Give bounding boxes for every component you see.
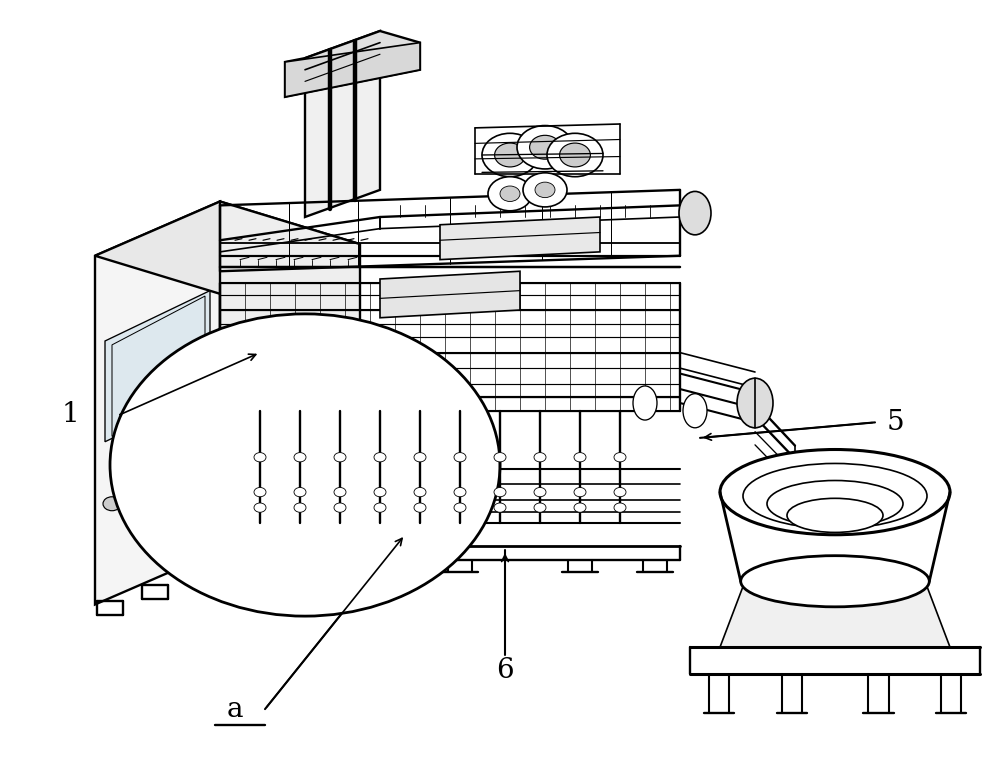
Polygon shape xyxy=(720,581,950,647)
Text: 5: 5 xyxy=(886,409,904,436)
Ellipse shape xyxy=(679,191,711,235)
Circle shape xyxy=(294,503,306,512)
Polygon shape xyxy=(440,217,600,260)
Circle shape xyxy=(334,503,346,512)
Circle shape xyxy=(547,133,603,177)
Circle shape xyxy=(414,453,426,462)
Circle shape xyxy=(454,503,466,512)
Circle shape xyxy=(334,487,346,497)
Circle shape xyxy=(494,487,506,497)
Ellipse shape xyxy=(741,556,929,607)
Circle shape xyxy=(517,126,573,169)
Text: a: a xyxy=(227,696,243,722)
Circle shape xyxy=(534,503,546,512)
Text: 1: 1 xyxy=(61,401,79,428)
Ellipse shape xyxy=(633,386,657,420)
Circle shape xyxy=(414,503,426,512)
Polygon shape xyxy=(380,271,520,318)
Circle shape xyxy=(614,503,626,512)
Text: 6: 6 xyxy=(496,657,514,684)
Polygon shape xyxy=(95,202,220,604)
Circle shape xyxy=(523,173,567,207)
Circle shape xyxy=(374,453,386,462)
Circle shape xyxy=(530,136,560,159)
Circle shape xyxy=(534,487,546,497)
Circle shape xyxy=(374,487,386,497)
Circle shape xyxy=(574,503,586,512)
Circle shape xyxy=(374,503,386,512)
Polygon shape xyxy=(105,291,210,442)
Ellipse shape xyxy=(683,394,707,428)
Circle shape xyxy=(254,453,266,462)
Circle shape xyxy=(494,453,506,462)
Circle shape xyxy=(103,497,121,511)
Circle shape xyxy=(414,487,426,497)
Circle shape xyxy=(488,177,532,211)
Circle shape xyxy=(254,487,266,497)
Circle shape xyxy=(534,453,546,462)
Ellipse shape xyxy=(737,378,773,428)
Ellipse shape xyxy=(743,463,927,529)
Circle shape xyxy=(574,453,586,462)
Circle shape xyxy=(574,487,586,497)
Circle shape xyxy=(535,182,555,198)
Circle shape xyxy=(254,503,266,512)
Circle shape xyxy=(454,487,466,497)
Circle shape xyxy=(454,453,466,462)
Circle shape xyxy=(294,453,306,462)
Circle shape xyxy=(294,487,306,497)
Circle shape xyxy=(495,143,525,167)
Circle shape xyxy=(560,143,590,167)
Circle shape xyxy=(110,314,500,616)
Ellipse shape xyxy=(767,480,903,527)
Ellipse shape xyxy=(720,449,950,535)
Circle shape xyxy=(482,133,538,177)
Text: 3: 3 xyxy=(886,479,904,505)
Circle shape xyxy=(500,186,520,202)
Circle shape xyxy=(614,487,626,497)
Polygon shape xyxy=(220,202,360,589)
Ellipse shape xyxy=(787,498,883,532)
Polygon shape xyxy=(285,31,420,97)
Polygon shape xyxy=(305,31,380,217)
Circle shape xyxy=(494,503,506,512)
Circle shape xyxy=(614,453,626,462)
Circle shape xyxy=(334,453,346,462)
Polygon shape xyxy=(95,202,360,298)
Polygon shape xyxy=(285,43,420,97)
Circle shape xyxy=(123,489,141,503)
